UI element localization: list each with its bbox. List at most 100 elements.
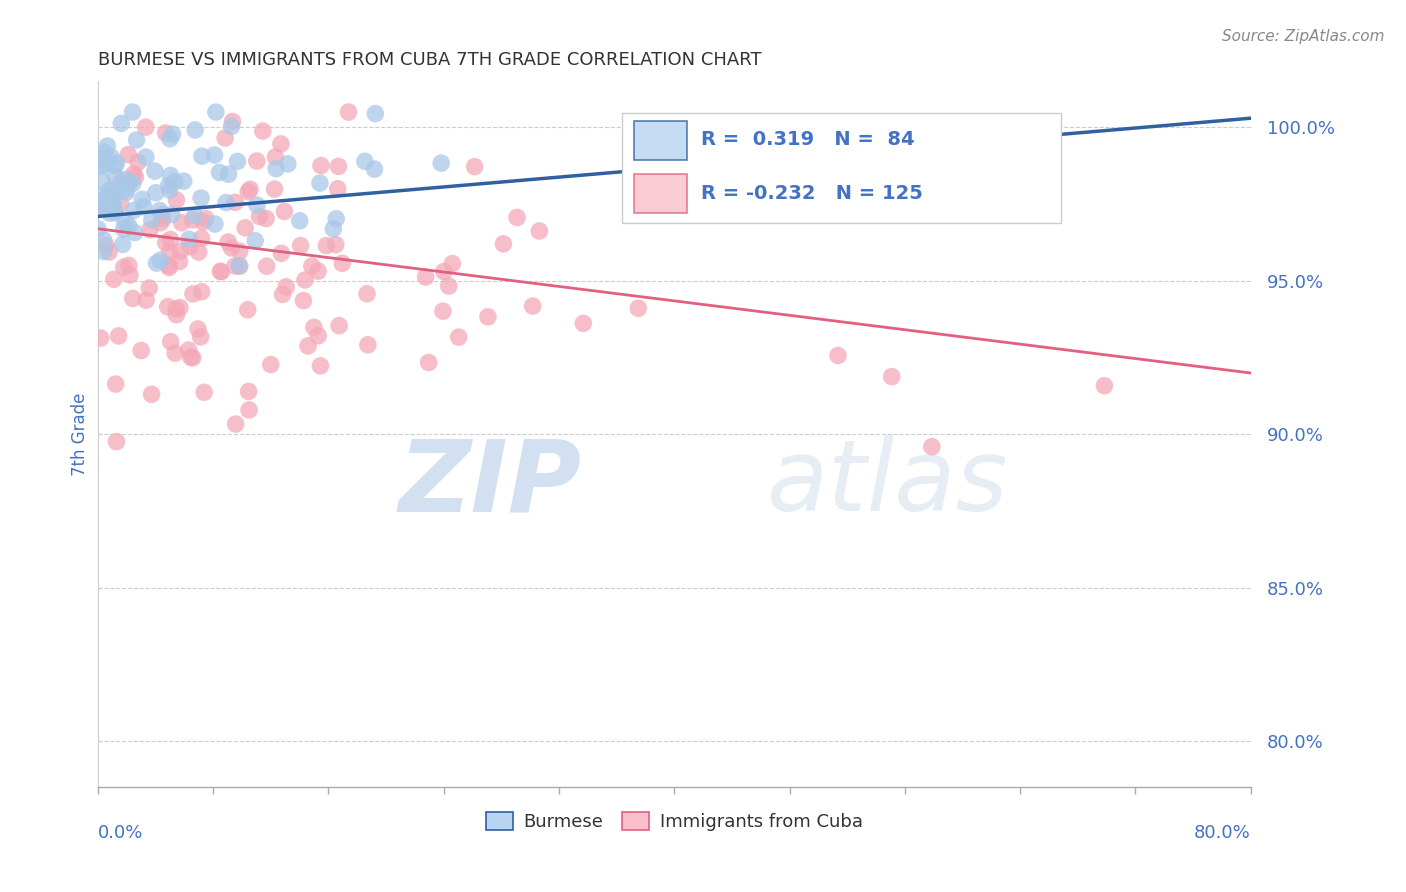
Point xyxy=(184,123,207,137)
Point xyxy=(97,200,120,214)
Y-axis label: 7th Grade: 7th Grade xyxy=(72,392,89,476)
Point xyxy=(118,268,141,282)
Point xyxy=(492,236,515,251)
Point xyxy=(90,159,112,173)
Point xyxy=(447,330,470,344)
Point xyxy=(238,403,260,417)
Point xyxy=(297,339,319,353)
Point xyxy=(194,211,217,226)
Point xyxy=(163,175,186,189)
Point xyxy=(91,159,114,173)
Point xyxy=(98,244,121,259)
Point xyxy=(193,385,215,400)
Point xyxy=(263,182,285,196)
Point xyxy=(239,182,262,196)
Point xyxy=(100,189,122,203)
Point xyxy=(90,152,112,166)
Point xyxy=(91,174,114,188)
Point xyxy=(328,318,350,333)
Point xyxy=(94,238,117,252)
Point xyxy=(143,164,166,178)
Point xyxy=(138,281,160,295)
Point xyxy=(159,183,181,197)
Point xyxy=(214,131,236,145)
Point xyxy=(156,300,179,314)
Point xyxy=(162,127,184,141)
Point xyxy=(165,301,187,316)
Point xyxy=(302,320,325,334)
Point xyxy=(221,241,243,255)
Point xyxy=(270,246,292,260)
Point xyxy=(270,136,292,151)
Point xyxy=(506,211,529,225)
Text: R = -0.232   N = 125: R = -0.232 N = 125 xyxy=(700,184,922,203)
Point xyxy=(122,203,145,218)
Point xyxy=(277,157,299,171)
Point xyxy=(572,316,595,330)
Point xyxy=(353,154,375,169)
Point xyxy=(155,126,177,140)
Point xyxy=(437,279,460,293)
Point xyxy=(184,209,207,223)
Point xyxy=(93,244,115,259)
Point xyxy=(288,214,311,228)
Point xyxy=(209,264,232,278)
Point xyxy=(325,211,347,226)
Point xyxy=(104,377,127,392)
Point xyxy=(152,211,174,226)
Point xyxy=(124,170,146,185)
Point xyxy=(364,106,387,120)
FancyBboxPatch shape xyxy=(623,113,1060,223)
Point xyxy=(169,301,191,315)
Point xyxy=(356,286,378,301)
Point xyxy=(104,206,127,220)
Point xyxy=(90,331,112,345)
Point xyxy=(205,105,228,120)
Point xyxy=(94,145,117,160)
Point xyxy=(827,349,849,363)
Point xyxy=(117,147,139,161)
Point xyxy=(529,224,551,238)
Point xyxy=(114,215,136,229)
Point xyxy=(112,260,135,274)
Point xyxy=(165,193,187,207)
Point xyxy=(157,178,180,193)
Point xyxy=(121,292,143,306)
Point xyxy=(215,195,238,210)
Point xyxy=(89,189,111,203)
Point xyxy=(159,232,181,246)
Text: 80.0%: 80.0% xyxy=(1194,824,1251,842)
Point xyxy=(177,232,200,246)
Point xyxy=(307,264,329,278)
Point xyxy=(190,285,212,299)
Point xyxy=(165,308,187,322)
Point xyxy=(93,233,115,247)
Point xyxy=(190,191,212,205)
Point xyxy=(187,322,209,336)
Point xyxy=(129,343,152,358)
Point xyxy=(107,329,129,343)
Point xyxy=(141,213,163,227)
Point xyxy=(246,198,269,212)
FancyBboxPatch shape xyxy=(634,174,688,213)
Point xyxy=(94,195,117,210)
Point xyxy=(177,343,200,357)
Point xyxy=(322,221,344,235)
Point xyxy=(330,256,353,270)
Point xyxy=(181,287,204,301)
Point xyxy=(264,161,287,176)
Point xyxy=(273,204,295,219)
Point xyxy=(418,355,440,369)
Point xyxy=(169,254,191,268)
Point xyxy=(181,213,204,227)
Point xyxy=(238,384,260,399)
Point xyxy=(238,185,260,199)
Point xyxy=(165,346,187,360)
Point xyxy=(105,434,128,449)
Point xyxy=(357,338,380,352)
Text: Source: ZipAtlas.com: Source: ZipAtlas.com xyxy=(1222,29,1385,44)
Point xyxy=(224,195,246,210)
Point xyxy=(328,160,350,174)
Point xyxy=(132,200,155,214)
Point xyxy=(337,105,360,120)
